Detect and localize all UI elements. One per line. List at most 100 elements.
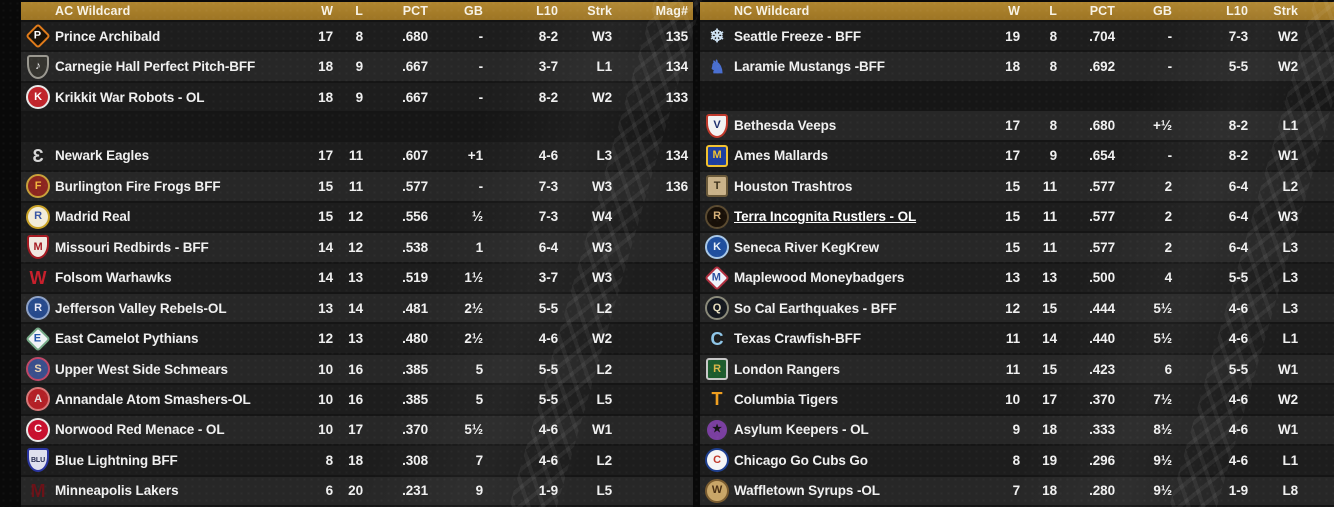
stat-w: 6 [325,483,334,499]
team-logo-icon: ♪ [27,54,49,79]
team-name[interactable]: Ames Mallards [734,148,828,164]
stat-strk: L1 [1282,452,1298,468]
stat-pct: .385 [402,361,428,377]
team-name[interactable]: Annandale Atom Smashers-OL [55,391,251,407]
team-name[interactable]: Chicago Go Cubs Go [734,452,868,468]
team-name[interactable]: East Camelot Pythians [55,331,199,347]
team-name[interactable]: Blue Lightning BFF [55,452,178,468]
stat-w: 13 [318,300,333,316]
table-row[interactable]: C Texas Crawfish-BFF 11 14 .440 5½ 4-6 L1 [700,324,1334,355]
team-name[interactable]: Columbia Tigers [734,391,839,407]
table-row[interactable]: P Prince Archibald 17 8 .680 - 8-2 W3 135 [21,22,693,53]
team-name[interactable]: Texas Crawfish-BFF [734,331,861,347]
table-row[interactable]: R Terra Incognita Rustlers - OL 15 11 .577 2 6… [700,202,1334,234]
stat-pct: .538 [402,239,428,255]
stat-pct: .680 [1089,118,1115,134]
team-logo-cell: P [21,22,55,50]
table-row[interactable]: M Missouri Redbirds - BFF 14 12 .538 1 6-4 W3 [21,233,693,264]
table-row[interactable]: A Annandale Atom Smashers-OL 10 16 .385 5 5-5 L… [21,385,693,416]
team-name[interactable]: Seneca River KegKrew [734,239,880,255]
table-row[interactable]: M Ames Mallards 17 9 .654 - 8-2 W1 [700,141,1334,173]
table-row[interactable]: R Madrid Real 15 12 .556 ½ 7-3 W4 [21,202,693,234]
team-name[interactable]: Jefferson Valley Rebels-OL [55,300,227,316]
stat-pct: .680 [402,28,428,44]
stat-pct: .423 [1089,361,1115,377]
team-logo-icon: W [29,267,47,288]
team-name[interactable]: Seattle Freeze - BFF [734,28,862,44]
team-name[interactable]: Terra Incognita Rustlers - OL [734,209,917,225]
stat-gb: +1 [467,148,483,164]
stat-w: 15 [318,209,333,225]
team-name[interactable]: Upper West Side Schmears [55,361,228,377]
stat-l: 17 [1042,391,1057,407]
table-row[interactable]: ♪ Carnegie Hall Perfect Pitch-BFF 18 9 .667 -… [21,52,693,83]
team-logo-icon: Ɛ [32,145,44,166]
team-name[interactable]: Burlington Fire Frogs BFF [55,178,221,194]
table-row[interactable]: K Seneca River KegKrew 15 11 .577 2 6-4 L3 [700,233,1334,264]
team-logo-cell: V [700,111,734,139]
team-name[interactable]: Norwood Red Menace - OL [55,422,225,438]
team-name[interactable]: Minneapolis Lakers [55,483,179,499]
team-name[interactable]: Bethesda Veeps [734,118,837,134]
stat-l: 8 [1049,59,1058,75]
stat-l10: 1-9 [538,483,558,499]
table-row[interactable]: S Upper West Side Schmears 10 16 .385 5 5-5 L2 [21,354,693,386]
team-logo-cell: R [700,355,734,383]
table-row[interactable]: Ɛ Newark Eagles 17 11 .607 +1 4-6 L3 134 [21,141,693,173]
table-row[interactable]: M Minneapolis Lakers 6 20 .231 9 1-9 L5 [21,476,693,507]
table-row[interactable]: K Krikkit War Robots - OL 18 9 .667 - 8-2 W2 133 [21,82,693,114]
stat-w: 12 [1005,300,1020,316]
table-row[interactable]: R Jefferson Valley Rebels-OL 13 14 .481 2½ 5-5… [21,293,693,325]
stat-pct: .440 [1089,331,1115,347]
team-name[interactable]: Houston Trashtros [734,178,853,194]
team-name[interactable]: Madrid Real [55,209,131,225]
table-row[interactable]: ❄ Seattle Freeze - BFF 19 8 .704 - 7-3 W2 [700,22,1334,53]
table-row[interactable]: C Chicago Go Cubs Go 8 19 .296 9½ 4-6 L1 [700,446,1334,477]
stat-w: 11 [1005,331,1020,347]
table-row[interactable]: ♞ Laramie Mustangs -BFF 18 8 .692 - 5-5 W2 [700,52,1334,83]
stat-l: 19 [1042,452,1057,468]
team-name[interactable]: Asylum Keepers - OL [734,422,869,438]
stat-w: 15 [1005,178,1020,194]
team-name[interactable]: Prince Archibald [55,28,161,44]
team-name[interactable]: Maplewood Moneybadgers [734,270,905,286]
table-row[interactable]: R London Rangers 11 15 .423 6 5-5 W1 [700,354,1334,386]
team-logo-cell: C [700,324,734,352]
team-logo-cell: W [700,477,734,505]
team-name[interactable]: Carnegie Hall Perfect Pitch-BFF [55,59,256,75]
stat-l: 9 [355,59,364,75]
stat-strk: W1 [1277,422,1298,438]
stat-l10: 4-6 [1228,391,1248,407]
table-row[interactable]: T Houston Trashtros 15 11 .577 2 6-4 L2 [700,172,1334,203]
table-row[interactable]: ★ Asylum Keepers - OL 9 18 .333 8½ 4-6 W1 [700,415,1334,447]
team-name[interactable]: Krikkit War Robots - OL [55,89,205,105]
table-row[interactable]: T Columbia Tigers 10 17 .370 7½ 4-6 W2 [700,385,1334,416]
stat-strk: L1 [1282,118,1298,134]
team-logo-icon: BLU [27,448,49,473]
panel-title: AC Wildcard [55,4,131,18]
team-name[interactable]: Laramie Mustangs -BFF [734,59,885,75]
team-name[interactable]: Missouri Redbirds - BFF [55,239,209,255]
team-logo-icon: R [705,204,729,229]
table-row[interactable]: Q So Cal Earthquakes - BFF 12 15 .444 5½ 4-6 L3 [700,293,1334,325]
stat-l10: 4-6 [1228,300,1248,316]
team-name[interactable]: Newark Eagles [55,148,150,164]
stat-gb: 2½ [464,300,483,316]
table-row[interactable]: M Maplewood Moneybadgers 13 13 .500 4 5-5 L3 [700,263,1334,294]
team-logo-cell: R [21,203,55,231]
table-row[interactable]: W Folsom Warhawks 14 13 .519 1½ 3-7 W3 [21,263,693,294]
stat-l: 11 [348,178,363,194]
team-name[interactable]: So Cal Earthquakes - BFF [734,300,897,316]
stat-l10: 6-4 [1228,239,1248,255]
team-logo-icon: T [706,175,728,198]
team-name[interactable]: Waffletown Syrups -OL [734,483,880,499]
table-row[interactable]: V Bethesda Veeps 17 8 .680 +½ 8-2 L1 [700,111,1334,142]
table-row[interactable]: C Norwood Red Menace - OL 10 17 .370 5½ 4-6 W1 [21,415,693,447]
team-name[interactable]: Folsom Warhawks [55,270,172,286]
team-name[interactable]: London Rangers [734,361,840,377]
table-row[interactable]: F Burlington Fire Frogs BFF 15 11 .577 - 7-3 W3… [21,172,693,203]
table-row[interactable]: W Waffletown Syrups -OL 7 18 .280 9½ 1-9 L8 [700,476,1334,507]
table-row[interactable]: BLU Blue Lightning BFF 8 18 .308 7 4-6 L2 [21,446,693,477]
stat-gb: 7 [475,452,484,468]
table-row[interactable]: E East Camelot Pythians 12 13 .480 2½ 4-6 W2 [21,324,693,355]
